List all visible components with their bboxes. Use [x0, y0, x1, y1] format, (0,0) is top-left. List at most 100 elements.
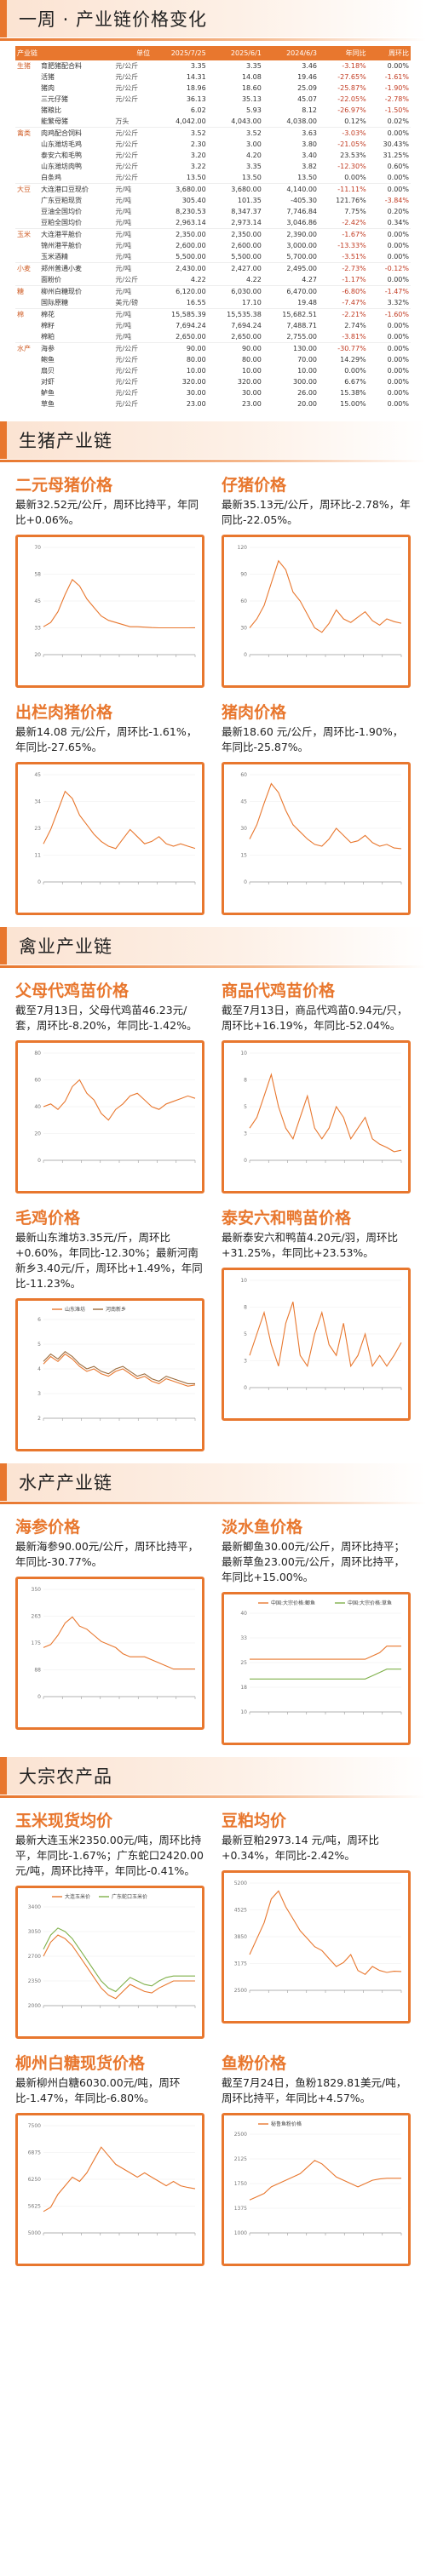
- chart-card-title: 商品代鸡苗价格: [222, 982, 336, 1000]
- table-cell-v1: 10.00: [186, 367, 206, 375]
- table-row: 水产 海参 元/公斤 90.00 90.00 130.00 -30.77% 0.00%: [15, 342, 411, 354]
- table-cell-v3: 10.00: [297, 367, 317, 375]
- table-cell-name: 广东豆粕现货: [41, 197, 82, 204]
- table-cell-yoy: 121.76%: [336, 197, 366, 204]
- chart-frame: 0 20 40 60 80: [15, 1040, 204, 1194]
- y-tick-label: 2125: [234, 2156, 247, 2162]
- table-cell-v2: 4,043.00: [231, 117, 262, 125]
- legend-label: 中国:大宗价格:鲫鱼: [271, 1600, 315, 1606]
- table-cell-name: 泰安六和毛鸭: [41, 152, 82, 159]
- table-header-cell: 2025/6/1: [207, 46, 263, 60]
- table-cell-name: 郑州普通小麦: [39, 262, 114, 274]
- report-page: 一周 · 产业链价格变化 产业链 单位 2025/7/25 2025/6/1 2024/…: [0, 0, 426, 2266]
- table-cell-v2: 23.00: [241, 400, 262, 408]
- chart-card-title: 仔猪价格: [222, 476, 287, 495]
- line-chart-svg: 5000 5625 6250 6875 7500: [28, 2123, 196, 2236]
- table-cell-v1: 4.22: [190, 276, 206, 283]
- table-cell-v3: 6,470.00: [262, 285, 319, 297]
- chart-frame: 1000 1375 1750 2125 2500 秘鲁鱼粉价格: [222, 2113, 411, 2266]
- line-chart-svg: 0 88 175 263 350: [32, 1587, 196, 1700]
- table-cell-yoy: -3.03%: [319, 127, 368, 139]
- chart-sections: 生猪产业链 二元母猪价格 最新32.52元/公斤，周环比持平，年同比+0.06%。 2…: [0, 421, 426, 2266]
- chart-card: 柳州白糖现货价格 最新柳州白糖6030.00元/吨，周环比-1.47%，年同比-6…: [15, 2046, 204, 2266]
- table-cell-v3: 3.80: [302, 140, 317, 148]
- table-cell-yoy: -12.30%: [337, 163, 366, 170]
- table-cell-unit: 元/公斤: [115, 389, 139, 397]
- chart-card-title: 柳州白糖现货价格: [15, 2054, 146, 2073]
- table-cell-wow: -1.60%: [367, 308, 411, 320]
- price-table: 产业链 单位 2025/7/25 2025/6/1 2024/6/3 年同比 周环比 生猪 育…: [15, 46, 411, 409]
- table-row: 鲈鱼 元/公斤 30.00 30.00 26.00 15.38% 0.00%: [15, 387, 411, 398]
- table-cell-v3: 4.27: [302, 276, 317, 283]
- table-header-cell: 产业链: [15, 46, 39, 60]
- table-cell-yoy: 6.67%: [344, 378, 366, 386]
- table-cell-v1: 2,600.00: [176, 242, 206, 249]
- table-cell-group: [15, 217, 39, 229]
- line-chart-svg: 20 33 45 58 70: [34, 545, 196, 658]
- table-row: 禽类 肉鸡配合饲料 元/公斤 3.52 3.52 3.63 -3.03% 0.00%: [15, 127, 411, 139]
- table-cell-unit: 元/公斤: [115, 84, 139, 92]
- series-line: [43, 1353, 196, 1387]
- y-tick-label: 3850: [234, 1934, 247, 1940]
- chart-card-description: 最新山东潍坊3.35元/斤，周环比+0.60%，年同比-12.30%；最新河南新…: [15, 1231, 203, 1290]
- chart-pair: 柳州白糖现货价格 最新柳州白糖6030.00元/吨，周环比-1.47%，年同比-6…: [0, 2046, 426, 2266]
- table-cell-v3: 20.00: [297, 400, 317, 408]
- table-cell-wow: 0.00%: [387, 400, 409, 408]
- table-cell-wow: 0.00%: [387, 378, 409, 386]
- section-accent-bar: [0, 421, 7, 459]
- table-cell-v2: 4.20: [246, 152, 262, 159]
- table-cell-name: 棉花: [39, 308, 114, 320]
- table-cell-unit: 元/吨: [115, 333, 132, 341]
- y-tick-label: 5625: [28, 2204, 41, 2210]
- y-tick-label: 15: [240, 853, 247, 859]
- table-cell-name: 山东潍坊毛鸡: [41, 140, 82, 148]
- chart-card-title: 玉米现货均价: [15, 1812, 113, 1830]
- table-header-cell: 周环比: [367, 46, 411, 60]
- chart-card-title: 出栏肉猪价格: [15, 703, 113, 722]
- series-line: [249, 782, 402, 850]
- chart-card-description: 最新32.52元/公斤，周环比持平，年同比+0.06%。: [15, 498, 199, 526]
- table-cell-name: 玉米酒精: [41, 253, 68, 260]
- legend-label: 大连玉米价: [65, 1893, 90, 1900]
- table-cell-group: [15, 354, 39, 365]
- table-cell-yoy: 14.29%: [340, 356, 366, 364]
- table-row: 猪粮比 6.02 5.93 8.12 -26.97% -1.50%: [15, 105, 411, 116]
- chart-card-title: 二元母猪价格: [15, 476, 113, 495]
- y-tick-label: 6875: [28, 2150, 41, 2156]
- chart-card-description: 最新14.08 元/公斤，周环比-1.61%，年同比-27.65%。: [15, 725, 198, 753]
- table-cell-yoy: -2.42%: [342, 219, 366, 226]
- chart-card-description: 最新豆粕2973.14 元/吨，周环比+0.34%，年同比-2.42%。: [222, 1834, 379, 1862]
- table-row: 泰安六和毛鸭 元/公斤 3.20 4.20 3.40 23.53% 31.25%: [15, 150, 411, 161]
- table-cell-v2: 101.35: [237, 197, 262, 204]
- table-cell-group: 棉: [15, 308, 39, 320]
- table-cell-unit: 元/公斤: [113, 342, 153, 354]
- section-underline: [0, 965, 426, 968]
- series-line: [43, 1616, 195, 1670]
- table-cell-v3: 45.07: [297, 95, 317, 103]
- table-cell-v2: 3.35: [246, 163, 262, 170]
- table-cell-v1: 90.00: [152, 342, 208, 354]
- table-cell-wow: 0.00%: [387, 367, 409, 375]
- section-underline: [0, 1795, 426, 1798]
- table-cell-v1: 2,350.00: [152, 228, 208, 240]
- y-tick-label: 0: [244, 1385, 247, 1391]
- line-chart-svg: 0 11 23 34 45: [34, 772, 196, 885]
- table-row: 豆粕全国均价 元/吨 2,963.14 2,973.14 3,046.86 -2.42% 0…: [15, 217, 411, 229]
- table-cell-v1: 4,042.00: [176, 117, 206, 125]
- table-cell-yoy: 0.00%: [344, 367, 366, 375]
- y-tick-label: 5: [244, 1331, 247, 1337]
- table-cell-v1: 18.96: [186, 84, 206, 92]
- table-cell-v1: 3.20: [190, 152, 206, 159]
- table-cell-yoy: -11.11%: [319, 183, 368, 195]
- table-cell-name: 草鱼: [41, 400, 55, 408]
- table-cell-v3: 2,390.00: [262, 228, 319, 240]
- table-cell-unit: 元/公斤: [115, 276, 139, 283]
- chart-pair: 玉米现货均价 最新大连玉米2350.00元/吨，周环比持平，年同比-1.67%；广…: [0, 1803, 426, 2039]
- table-row: 鲍鱼 元/公斤 80.00 80.00 70.00 14.29% 0.00%: [15, 354, 411, 365]
- y-tick-label: 10: [240, 1278, 247, 1284]
- series-line: [249, 1890, 402, 1975]
- y-tick-label: 60: [240, 772, 247, 778]
- table-row: 山东潍坊肉鸭 元/公斤 3.22 3.35 3.82 -12.30% 0.60%: [15, 161, 411, 172]
- price-table-header-row: 产业链 单位 2025/7/25 2025/6/1 2024/6/3 年同比 周环比: [15, 46, 411, 60]
- table-cell-group: 玉米: [15, 228, 39, 240]
